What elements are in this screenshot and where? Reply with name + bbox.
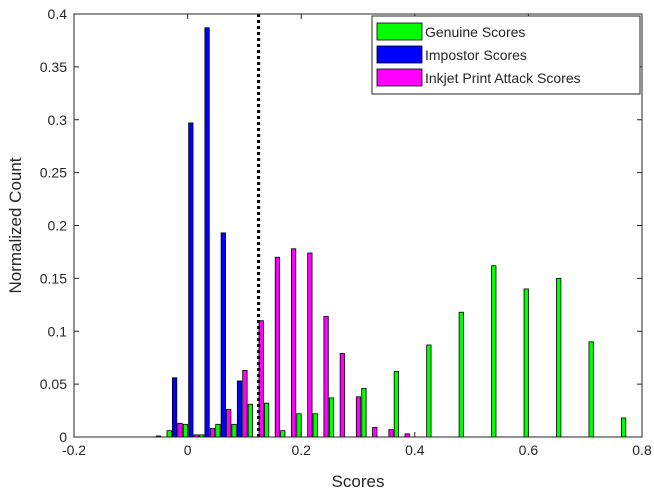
y-tick-label: 0 bbox=[59, 429, 67, 445]
y-axis-label: Normalized Count bbox=[6, 157, 25, 293]
y-tick-label: 0.3 bbox=[48, 112, 68, 128]
bar-genuine-12 bbox=[361, 387, 367, 438]
bar-inkjet-10 bbox=[339, 353, 345, 438]
y-tick-label: 0.15 bbox=[40, 270, 67, 286]
y-tick-label: 0.4 bbox=[48, 6, 68, 22]
bar-inkjet-7 bbox=[290, 248, 297, 438]
bar-genuine-5 bbox=[247, 403, 253, 438]
legend: Genuine Scores Impostor Scores Inkjet Pr… bbox=[371, 15, 641, 95]
legend-swatch-inkjet bbox=[376, 68, 423, 87]
x-tick-label: 0.4 bbox=[405, 442, 425, 458]
bar-genuine-16 bbox=[426, 344, 432, 438]
bar-inkjet-12 bbox=[372, 427, 378, 438]
bar-genuine-20 bbox=[491, 265, 497, 438]
bar-inkjet-4 bbox=[242, 369, 248, 438]
bar-inkjet-6 bbox=[274, 256, 281, 438]
bar-inkjet-3 bbox=[226, 409, 232, 438]
bar-impostor-1 bbox=[171, 377, 178, 438]
bar-genuine-4 bbox=[231, 423, 237, 438]
y-tick-label: 0.25 bbox=[40, 165, 67, 181]
bar-impostor-4 bbox=[220, 232, 226, 438]
bar-inkjet-11 bbox=[355, 396, 362, 438]
bar-genuine-10 bbox=[328, 397, 335, 438]
bar-genuine-28 bbox=[620, 417, 627, 438]
bar-genuine-6 bbox=[263, 402, 270, 438]
y-tick-label: 0.35 bbox=[40, 59, 67, 75]
legend-entry-impostor: Impostor Scores bbox=[376, 45, 527, 64]
legend-swatch-genuine bbox=[376, 22, 423, 41]
bar-genuine-3 bbox=[215, 423, 221, 438]
bar-impostor-5 bbox=[236, 380, 243, 438]
legend-entry-inkjet: Inkjet Print Attack Scores bbox=[376, 68, 581, 87]
bar-inkjet-0 bbox=[177, 422, 183, 438]
bar-inkjet-2 bbox=[209, 428, 216, 438]
bar-genuine-14 bbox=[393, 371, 399, 438]
bar-genuine-9 bbox=[312, 413, 318, 438]
bar-genuine-18 bbox=[458, 311, 464, 438]
bar-inkjet-13 bbox=[388, 429, 394, 438]
legend-entry-genuine: Genuine Scores bbox=[376, 22, 525, 41]
x-tick-label: 0 bbox=[184, 442, 192, 458]
x-axis-label: Scores bbox=[332, 472, 385, 491]
bar-genuine-7 bbox=[280, 430, 286, 438]
y-tick-label: 0.2 bbox=[48, 218, 68, 234]
legend-label-genuine: Genuine Scores bbox=[425, 24, 525, 40]
x-tick-label: 0.2 bbox=[291, 442, 311, 458]
legend-label-impostor: Impostor Scores bbox=[425, 47, 527, 63]
bar-genuine-0 bbox=[166, 430, 172, 438]
y-tick-label: 0.1 bbox=[48, 323, 68, 339]
bar-genuine-8 bbox=[296, 413, 302, 438]
legend-label-inkjet: Inkjet Print Attack Scores bbox=[425, 70, 581, 86]
bar-inkjet-9 bbox=[323, 316, 329, 438]
bar-genuine-1 bbox=[182, 423, 189, 438]
bar-genuine-22 bbox=[523, 288, 529, 438]
y-tick-label: 0.05 bbox=[40, 376, 67, 392]
legend-swatch-impostor bbox=[376, 45, 423, 64]
x-tick-label: 0.6 bbox=[519, 442, 539, 458]
bar-genuine-26 bbox=[588, 341, 594, 438]
bar-impostor-3 bbox=[204, 27, 210, 438]
bar-inkjet-8 bbox=[307, 252, 313, 438]
bar-genuine-24 bbox=[556, 277, 562, 438]
x-tick-label: -0.2 bbox=[62, 442, 86, 458]
bar-impostor-2 bbox=[188, 122, 194, 438]
x-tick-label: 0.8 bbox=[632, 442, 652, 458]
x-axis-ticks: -0.2 0 0.2 0.4 0.6 0.8 bbox=[62, 14, 652, 458]
